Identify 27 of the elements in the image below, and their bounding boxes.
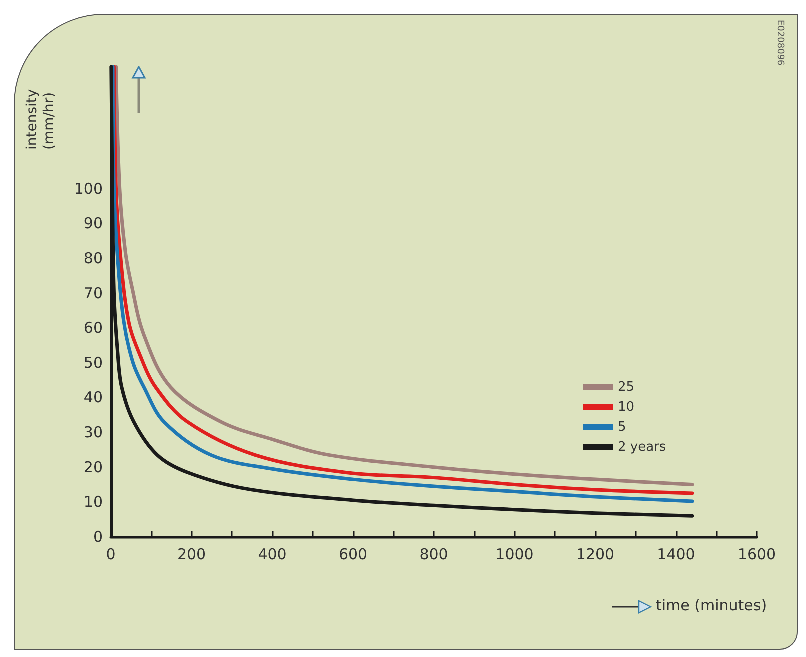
y-tick-label: 90 bbox=[84, 214, 103, 233]
y-tick-label: 10 bbox=[84, 493, 103, 512]
y-tick-label: 40 bbox=[84, 388, 103, 407]
legend-label: 25 bbox=[618, 380, 635, 395]
x-tick-label: 600 bbox=[338, 546, 368, 564]
x-tick-label: 0 bbox=[106, 546, 116, 564]
text: E0208096 bbox=[775, 20, 785, 66]
y-tick-label: 30 bbox=[84, 424, 103, 442]
y-tick-label: 20 bbox=[84, 458, 103, 476]
y-tick-label: 0 bbox=[93, 528, 103, 546]
legend-label: 5 bbox=[618, 420, 626, 435]
y-axis-title: intensity (mm/hr) bbox=[24, 89, 58, 150]
x-tick-label: 1600 bbox=[738, 546, 776, 564]
x-tick-label: 400 bbox=[258, 546, 287, 564]
y-tick-label: 60 bbox=[84, 319, 103, 338]
x-tick-label: 200 bbox=[177, 546, 206, 564]
y-tick-label: 100 bbox=[74, 180, 103, 198]
y-tick-label: 80 bbox=[84, 249, 103, 268]
x-tick-label: 800 bbox=[420, 546, 448, 564]
y-tick-label: 50 bbox=[84, 354, 103, 372]
y-tick-label: 70 bbox=[84, 284, 103, 302]
legend-label: 10 bbox=[618, 400, 635, 415]
x-tick-label: 1000 bbox=[496, 546, 534, 564]
x-axis-title: time (minutes) bbox=[656, 596, 768, 614]
legend-label: 2 years bbox=[618, 440, 666, 455]
x-tick-label: 1200 bbox=[576, 546, 615, 564]
x-tick-label: 1400 bbox=[657, 546, 696, 564]
